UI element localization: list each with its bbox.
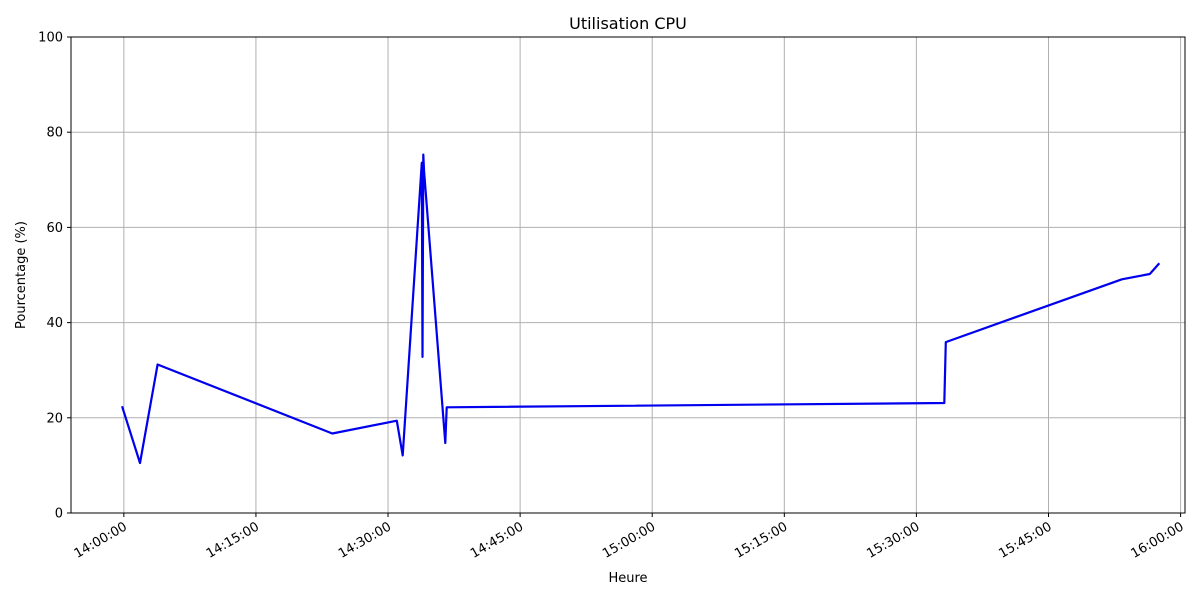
x-axis: 14:00:00 14:15:00 14:30:00 14:45:00 15:00:00…: [72, 513, 1187, 562]
y-axis-label: Pourcentage (%): [14, 221, 29, 329]
x-tick-label: 14:15:00: [204, 519, 262, 561]
cpu-series-line: [121, 153, 1161, 465]
x-tick-label: 14:30:00: [336, 519, 394, 561]
y-axis: 0 20 40 60 80 100: [38, 31, 71, 522]
x-tick-label: 15:45:00: [996, 519, 1054, 561]
chart-title: Utilisation CPU: [569, 14, 687, 33]
y-tick-label: 80: [46, 126, 63, 141]
y-tick-label: 100: [38, 31, 63, 46]
x-tick-label: 16:00:00: [1129, 519, 1187, 561]
y-tick-label: 40: [46, 316, 63, 331]
x-tick-label: 14:00:00: [72, 519, 130, 561]
x-tick-label: 15:30:00: [864, 519, 922, 561]
y-tick-label: 60: [46, 221, 63, 236]
series-layer: [121, 153, 1161, 465]
y-tick-label: 0: [55, 507, 63, 522]
x-tick-label: 14:45:00: [468, 519, 526, 561]
plot-background: [71, 37, 1185, 513]
x-tick-label: 15:15:00: [732, 519, 790, 561]
plot-frame: [70, 36, 1186, 514]
y-tick-label: 20: [46, 411, 63, 426]
x-axis-label: Heure: [608, 571, 647, 586]
x-tick-label: 15:00:00: [600, 519, 658, 561]
